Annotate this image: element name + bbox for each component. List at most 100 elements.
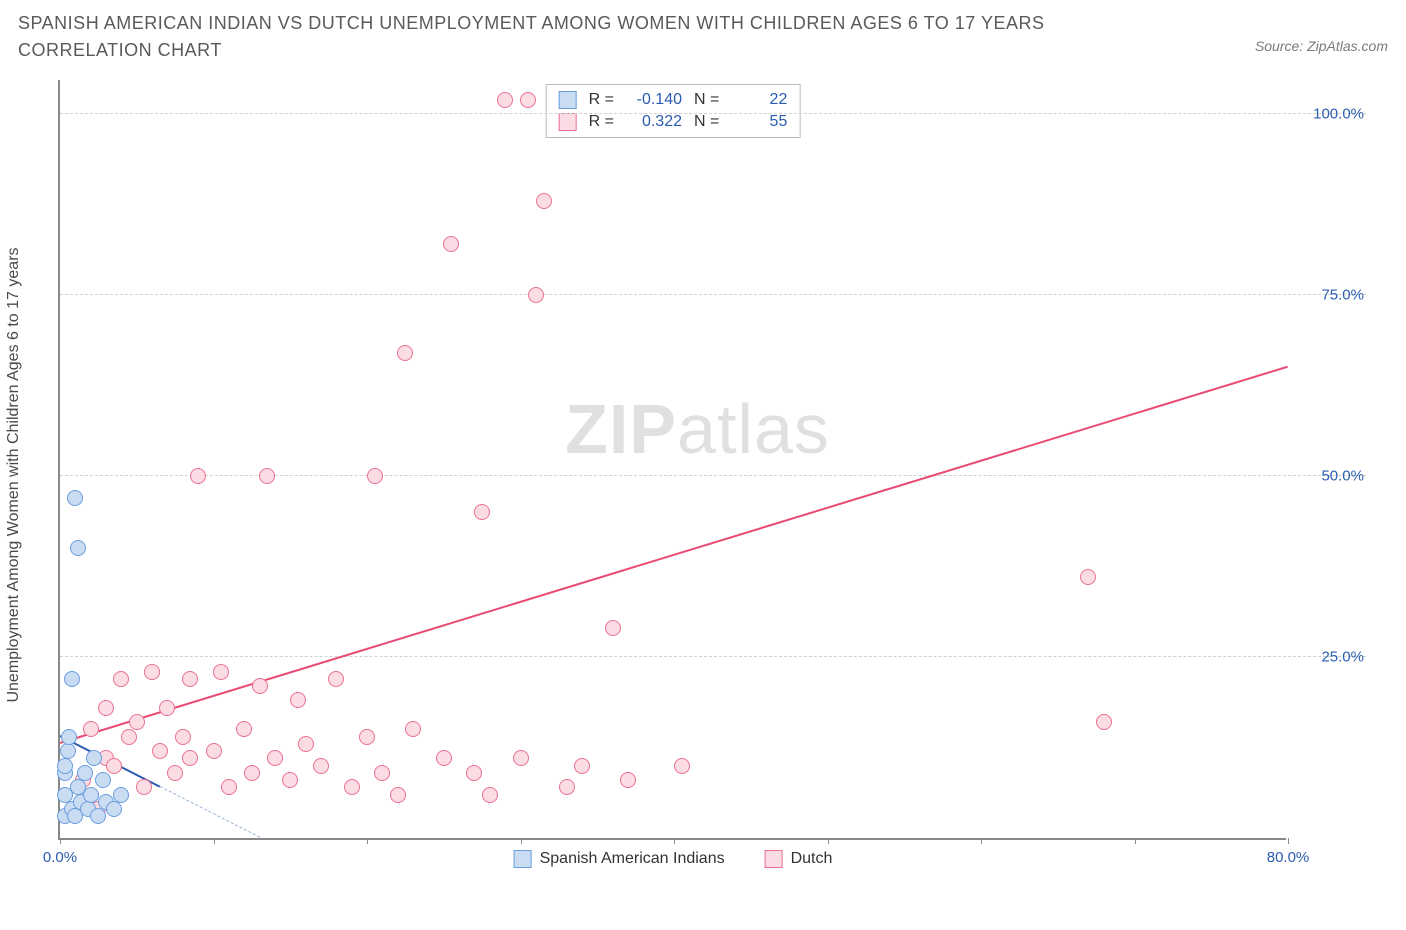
x-tick bbox=[60, 838, 61, 844]
scatter-point-dutch bbox=[175, 729, 191, 745]
scatter-point-dutch bbox=[290, 692, 306, 708]
title-row: SPANISH AMERICAN INDIAN VS DUTCH UNEMPLO… bbox=[18, 10, 1388, 64]
scatter-point-dutch bbox=[190, 468, 206, 484]
scatter-point-dutch bbox=[282, 772, 298, 788]
x-tick bbox=[828, 838, 829, 844]
y-axis-label: Unemployment Among Women with Children A… bbox=[5, 247, 23, 702]
x-tick-label: 0.0% bbox=[43, 849, 77, 866]
stats-R-label2: R = bbox=[589, 113, 614, 131]
y-tick-label: 75.0% bbox=[1321, 287, 1364, 304]
x-tick-label: 80.0% bbox=[1267, 849, 1310, 866]
scatter-point-dutch bbox=[482, 787, 498, 803]
watermark-zip: ZIP bbox=[565, 390, 677, 468]
scatter-point-dutch bbox=[513, 750, 529, 766]
gridline bbox=[60, 475, 1366, 476]
scatter-point-dutch bbox=[298, 736, 314, 752]
scatter-point-dutch bbox=[159, 700, 175, 716]
scatter-point-dutch bbox=[405, 721, 421, 737]
scatter-point-sai bbox=[77, 765, 93, 781]
source-attribution: Source: ZipAtlas.com bbox=[1255, 38, 1388, 54]
legend-label-sai: Spanish American Indians bbox=[540, 850, 725, 868]
stats-swatch-sai bbox=[559, 91, 577, 109]
scatter-point-dutch bbox=[221, 779, 237, 795]
scatter-point-sai bbox=[60, 743, 76, 759]
x-tick bbox=[1288, 838, 1289, 844]
scatter-point-dutch bbox=[236, 721, 252, 737]
scatter-point-dutch bbox=[559, 779, 575, 795]
scatter-point-sai bbox=[106, 801, 122, 817]
y-tick-label: 25.0% bbox=[1321, 649, 1364, 666]
stats-N-label2: N = bbox=[694, 113, 719, 131]
scatter-point-dutch bbox=[113, 671, 129, 687]
watermark: ZIPatlas bbox=[565, 389, 830, 469]
scatter-point-sai bbox=[57, 758, 73, 774]
scatter-point-dutch bbox=[313, 758, 329, 774]
scatter-point-sai bbox=[61, 729, 77, 745]
scatter-point-dutch bbox=[259, 468, 275, 484]
scatter-point-dutch bbox=[152, 743, 168, 759]
scatter-point-dutch bbox=[121, 729, 137, 745]
scatter-point-dutch bbox=[129, 714, 145, 730]
scatter-point-dutch bbox=[328, 671, 344, 687]
stats-swatch-dutch bbox=[559, 113, 577, 131]
scatter-point-sai bbox=[90, 808, 106, 824]
scatter-point-dutch bbox=[1080, 569, 1096, 585]
scatter-point-dutch bbox=[620, 772, 636, 788]
scatter-point-sai bbox=[113, 787, 129, 803]
x-tick bbox=[981, 838, 982, 844]
scatter-point-dutch bbox=[390, 787, 406, 803]
scatter-point-dutch bbox=[536, 193, 552, 209]
scatter-point-sai bbox=[83, 787, 99, 803]
scatter-point-sai bbox=[64, 671, 80, 687]
scatter-point-dutch bbox=[520, 92, 536, 108]
stats-row-sai: R = -0.140 N = 22 bbox=[555, 89, 792, 111]
y-tick-label: 100.0% bbox=[1313, 106, 1364, 123]
chart-title: SPANISH AMERICAN INDIAN VS DUTCH UNEMPLO… bbox=[18, 10, 1118, 64]
scatter-point-sai bbox=[86, 750, 102, 766]
scatter-point-dutch bbox=[136, 779, 152, 795]
x-tick bbox=[521, 838, 522, 844]
scatter-point-dutch bbox=[436, 750, 452, 766]
x-tick bbox=[214, 838, 215, 844]
scatter-point-dutch bbox=[497, 92, 513, 108]
plot-wrap: Unemployment Among Women with Children A… bbox=[48, 80, 1366, 870]
stats-R-dutch: 0.322 bbox=[626, 113, 682, 131]
scatter-point-dutch bbox=[466, 765, 482, 781]
stats-N-sai: 22 bbox=[731, 91, 787, 109]
scatter-point-dutch bbox=[605, 620, 621, 636]
scatter-point-dutch bbox=[474, 504, 490, 520]
scatter-point-dutch bbox=[213, 664, 229, 680]
trendline-extrapolated bbox=[160, 786, 260, 838]
scatter-point-dutch bbox=[267, 750, 283, 766]
scatter-point-dutch bbox=[574, 758, 590, 774]
scatter-point-dutch bbox=[674, 758, 690, 774]
scatter-point-dutch bbox=[106, 758, 122, 774]
scatter-point-dutch bbox=[359, 729, 375, 745]
scatter-point-sai bbox=[95, 772, 111, 788]
legend-swatch-dutch bbox=[765, 850, 783, 868]
legend-item-dutch: Dutch bbox=[765, 850, 833, 868]
scatter-point-dutch bbox=[252, 678, 268, 694]
scatter-point-dutch bbox=[83, 721, 99, 737]
scatter-point-sai bbox=[67, 490, 83, 506]
scatter-point-dutch bbox=[397, 345, 413, 361]
gridline bbox=[60, 294, 1366, 295]
scatter-point-dutch bbox=[367, 468, 383, 484]
scatter-point-dutch bbox=[1096, 714, 1112, 730]
legend-label-dutch: Dutch bbox=[791, 850, 833, 868]
scatter-point-dutch bbox=[443, 236, 459, 252]
scatter-point-dutch bbox=[167, 765, 183, 781]
scatter-point-dutch bbox=[528, 287, 544, 303]
stats-legend-box: R = -0.140 N = 22 R = 0.322 N = 55 bbox=[546, 84, 801, 138]
stats-N-dutch: 55 bbox=[731, 113, 787, 131]
scatter-point-sai bbox=[70, 540, 86, 556]
scatter-point-dutch bbox=[182, 671, 198, 687]
trendline bbox=[60, 366, 1289, 744]
legend-item-sai: Spanish American Indians bbox=[514, 850, 725, 868]
x-tick bbox=[674, 838, 675, 844]
scatter-point-dutch bbox=[144, 664, 160, 680]
x-tick bbox=[1135, 838, 1136, 844]
scatter-point-dutch bbox=[182, 750, 198, 766]
stats-R-label: R = bbox=[589, 91, 614, 109]
legend-swatch-sai bbox=[514, 850, 532, 868]
